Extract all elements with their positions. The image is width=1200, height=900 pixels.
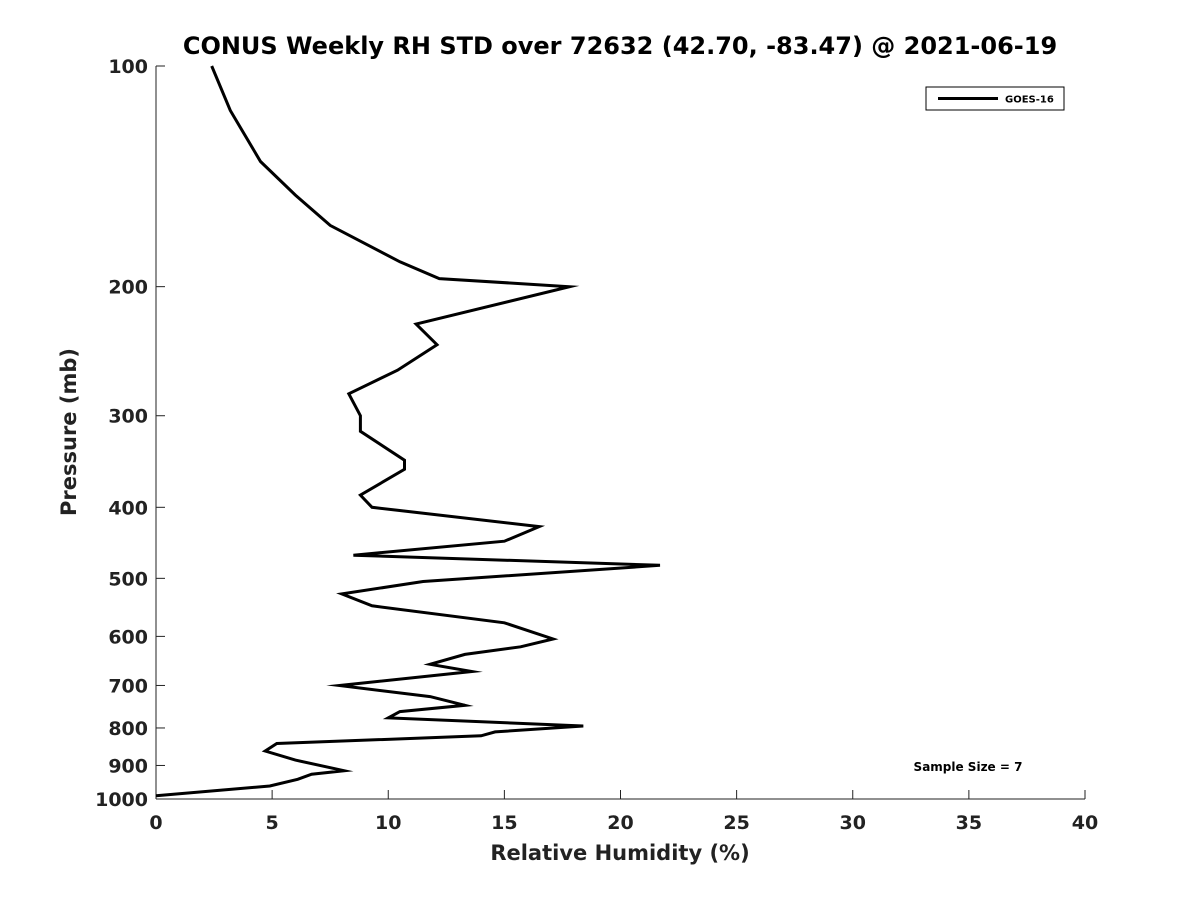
legend-entry-goes-16: GOES-16	[1005, 95, 1054, 106]
y-tick-label: 200	[108, 277, 148, 299]
series-line-goes-16	[155, 65, 661, 798]
x-tick-label: 10	[375, 812, 401, 834]
x-tick-label: 35	[956, 812, 982, 834]
y-tick-label: 400	[108, 497, 148, 519]
y-tick-label: 800	[108, 718, 148, 740]
x-tick-label: 15	[491, 812, 517, 834]
y-tick-label: 300	[108, 406, 148, 428]
y-axis-label: Pressure (mb)	[57, 348, 81, 516]
x-tick-label: 30	[840, 812, 866, 834]
y-tick-label: 700	[108, 675, 148, 697]
y-tick-label: 500	[108, 568, 148, 590]
sample-size-annotation: Sample Size = 7	[914, 760, 1023, 774]
chart-title: CONUS Weekly RH STD over 72632 (42.70, -…	[183, 32, 1057, 60]
x-tick-label: 25	[723, 812, 749, 834]
x-tick-label: 0	[149, 812, 162, 834]
y-tick-label: 1000	[95, 789, 148, 811]
legend: GOES-16	[925, 86, 1065, 111]
x-tick-label: 40	[1072, 812, 1098, 834]
x-tick-label: 5	[266, 812, 279, 834]
plot-area: 0 5 10 15 20 25 30 35 40 100 200 300 400 500 600 700 800…	[95, 56, 1098, 834]
y-tick-label: 600	[108, 626, 148, 648]
x-axis-label: Relative Humidity (%)	[490, 841, 749, 865]
y-tick-label: 100	[108, 56, 148, 78]
y-tick-label: 900	[108, 755, 148, 777]
x-tick-label: 20	[607, 812, 633, 834]
